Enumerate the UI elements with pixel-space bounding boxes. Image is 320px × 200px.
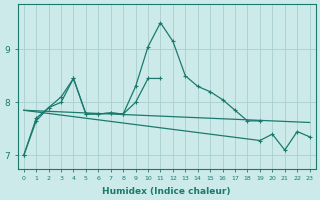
- X-axis label: Humidex (Indice chaleur): Humidex (Indice chaleur): [102, 187, 231, 196]
